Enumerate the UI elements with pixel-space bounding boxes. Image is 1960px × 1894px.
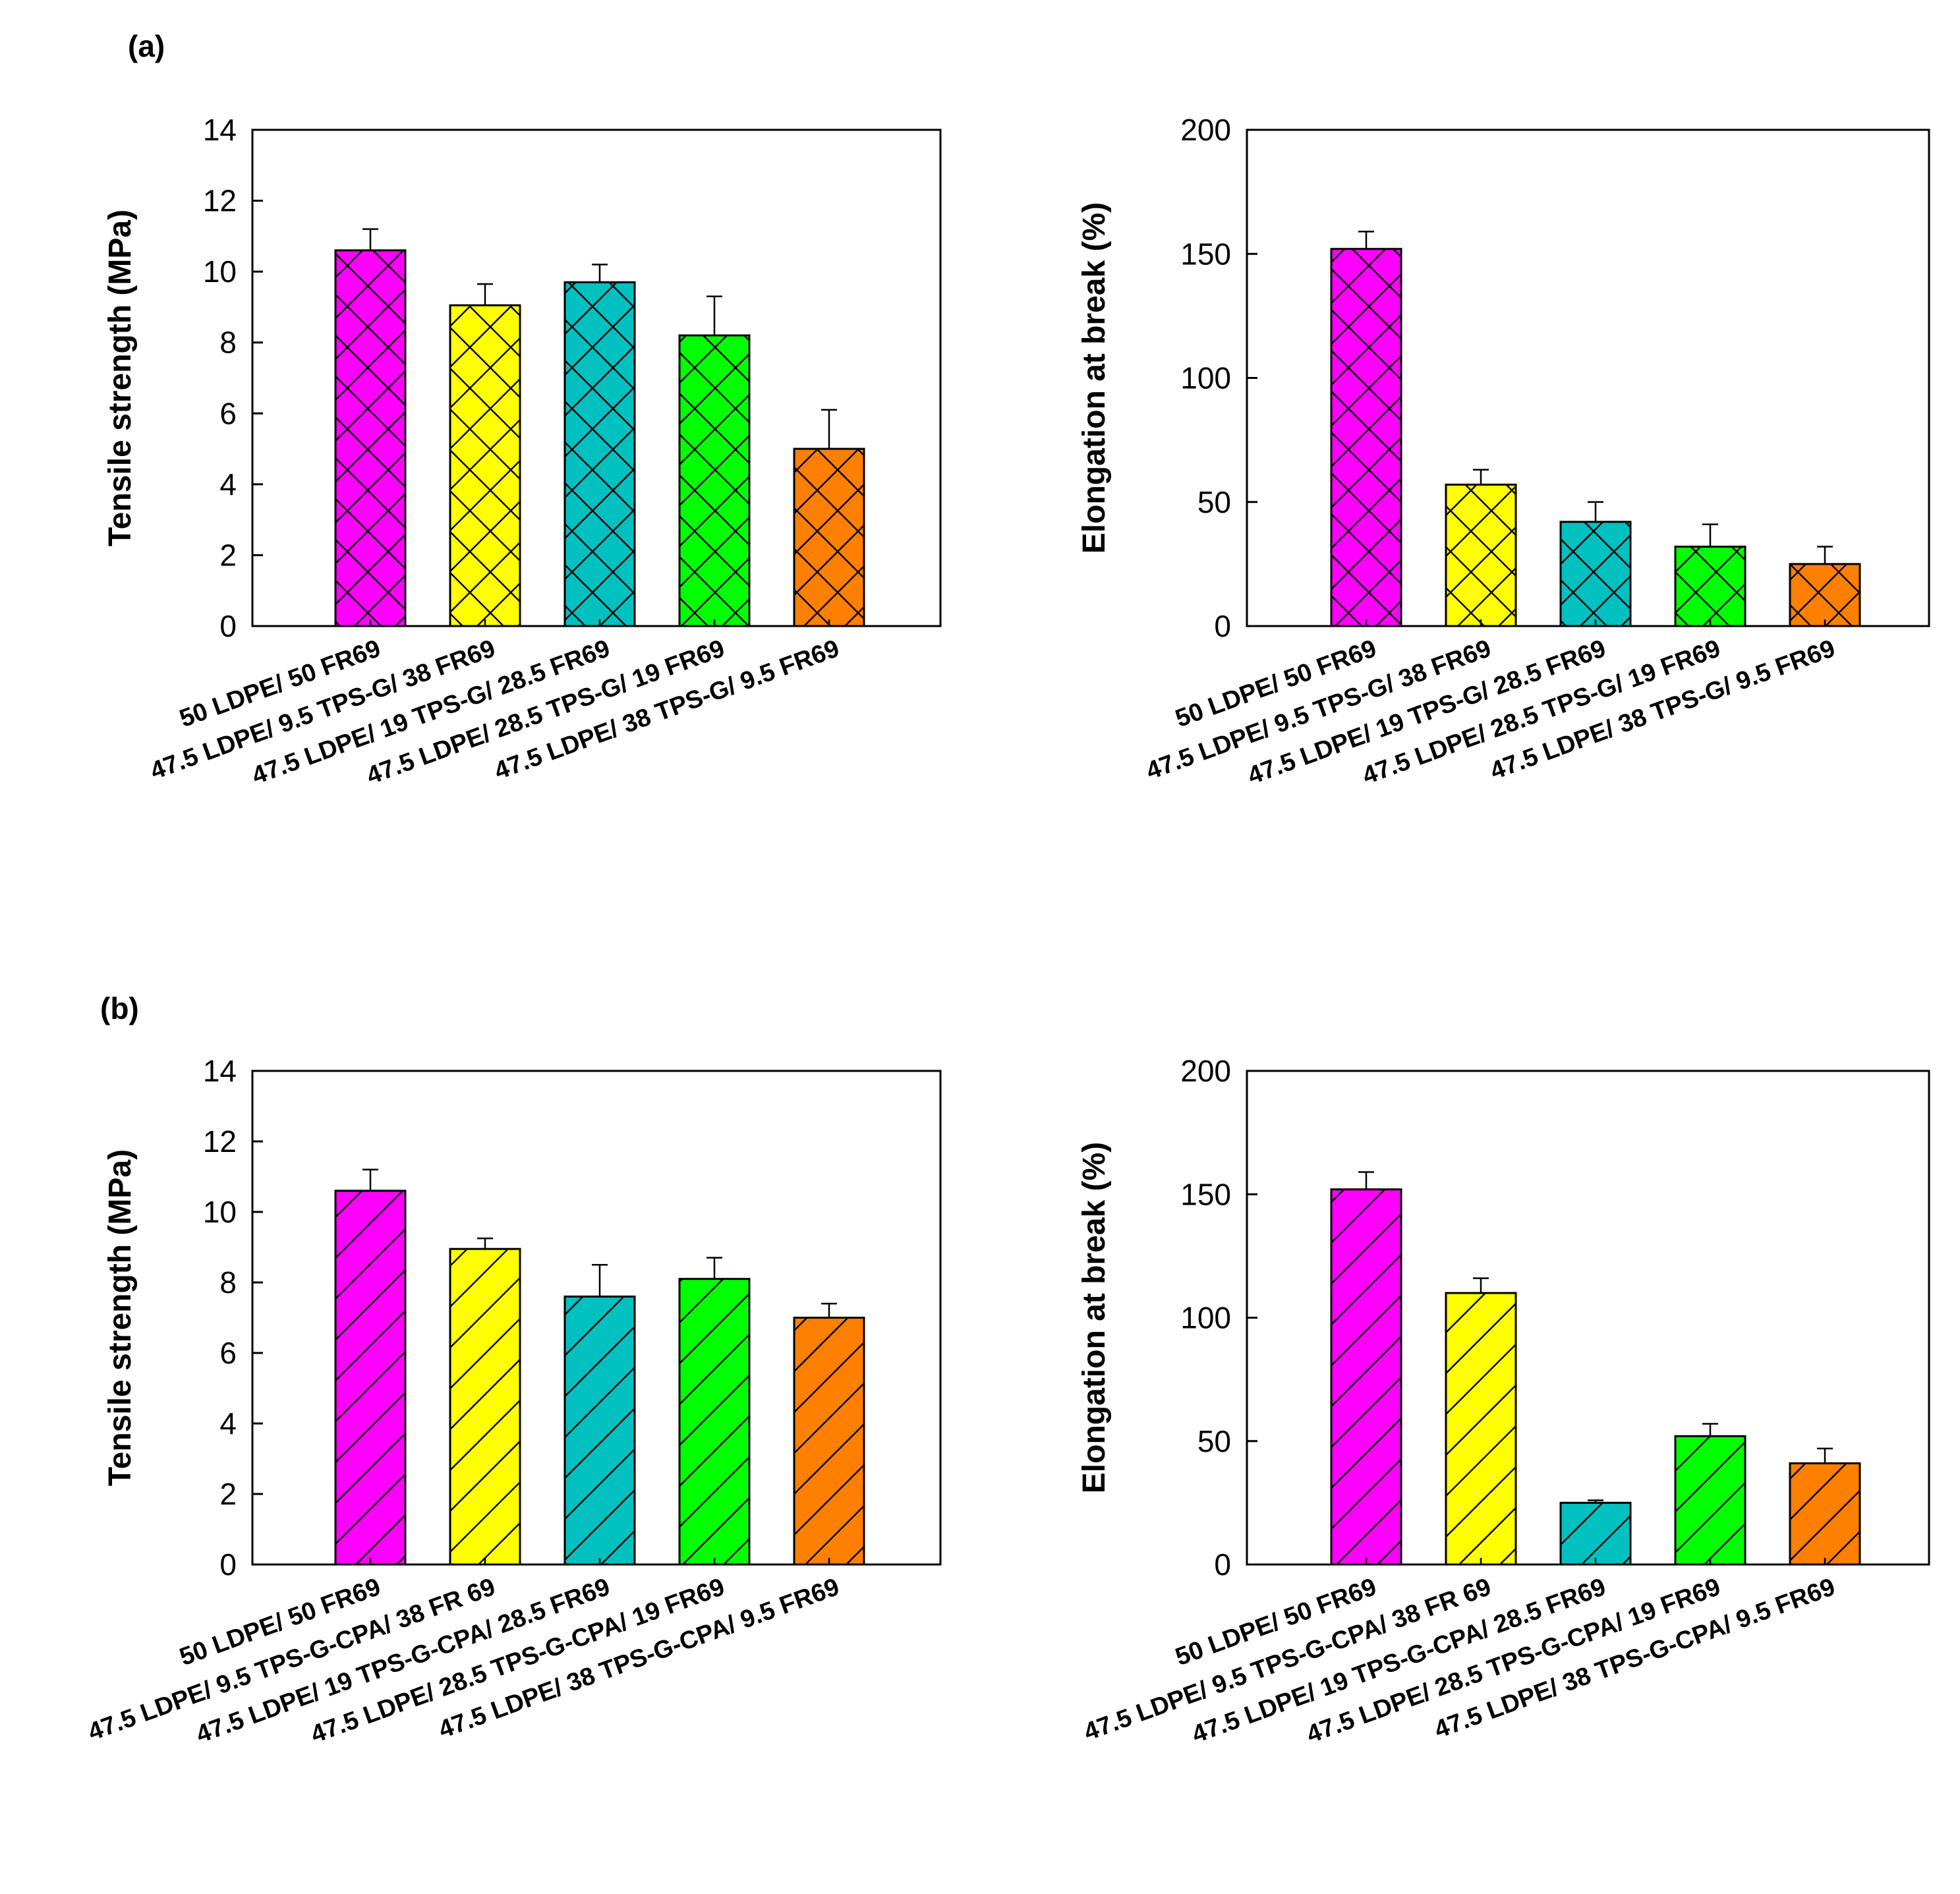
y-axis-title: Tensile strength (MPa) xyxy=(103,210,138,546)
bar-outline xyxy=(1445,483,1517,627)
bar-outline xyxy=(1674,546,1746,627)
y-tick-label: 14 xyxy=(203,113,237,147)
y-tick-label: 0 xyxy=(1214,1547,1231,1582)
y-tick-label: 50 xyxy=(1197,1424,1231,1458)
y-axis-title: Tensile strength (MPa) xyxy=(103,1149,138,1486)
y-tick-label: 4 xyxy=(219,467,237,502)
bar-outline xyxy=(793,1317,865,1566)
bar-outline xyxy=(334,1190,407,1566)
bar-outline xyxy=(1330,1188,1402,1566)
bar-outline xyxy=(1559,1501,1632,1566)
y-tick-label: 200 xyxy=(1180,113,1231,147)
y-tick-label: 6 xyxy=(219,1336,237,1370)
bar-outline xyxy=(793,447,865,627)
bar-outline xyxy=(1445,1292,1517,1566)
y-tick-label: 0 xyxy=(219,609,237,643)
y-tick-label: 8 xyxy=(219,1265,237,1300)
y-tick-label: 14 xyxy=(203,1054,237,1088)
bar-outline xyxy=(678,1278,751,1566)
bar-outline xyxy=(449,1248,521,1566)
y-tick-label: 200 xyxy=(1180,1054,1231,1088)
y-tick-label: 0 xyxy=(219,1547,237,1582)
bar-outline xyxy=(563,281,636,627)
y-axis-title: Elongation at break (%) xyxy=(1077,202,1112,554)
panel-label-a: (a) xyxy=(128,29,165,63)
y-tick-label: 150 xyxy=(1180,1177,1231,1211)
y-tick-label: 150 xyxy=(1180,237,1231,271)
y-tick-label: 100 xyxy=(1180,361,1231,395)
y-tick-label: 2 xyxy=(219,538,237,572)
bar-outline xyxy=(678,334,751,627)
bar-outline xyxy=(1789,1462,1861,1566)
y-tick-label: 10 xyxy=(203,254,237,289)
bar-outline xyxy=(563,1295,636,1566)
bar-outline xyxy=(334,249,407,627)
y-tick-label: 12 xyxy=(203,184,237,218)
y-axis-title: Elongation at break (%) xyxy=(1077,1142,1112,1493)
y-tick-label: 10 xyxy=(203,1195,237,1229)
bar-outline xyxy=(1674,1435,1746,1566)
y-tick-label: 6 xyxy=(219,396,237,430)
y-tick-label: 4 xyxy=(219,1406,237,1441)
y-tick-label: 50 xyxy=(1197,485,1231,519)
y-tick-label: 8 xyxy=(219,326,237,360)
bar-outline xyxy=(1559,521,1632,627)
bar-outline xyxy=(1789,563,1861,627)
bar-outline xyxy=(1330,248,1402,627)
y-tick-label: 2 xyxy=(219,1477,237,1511)
y-tick-label: 0 xyxy=(1214,609,1231,643)
bar-outline xyxy=(449,304,521,627)
y-tick-label: 12 xyxy=(203,1124,237,1159)
panel-label-b: (b) xyxy=(100,991,139,1025)
y-tick-label: 100 xyxy=(1180,1301,1231,1335)
